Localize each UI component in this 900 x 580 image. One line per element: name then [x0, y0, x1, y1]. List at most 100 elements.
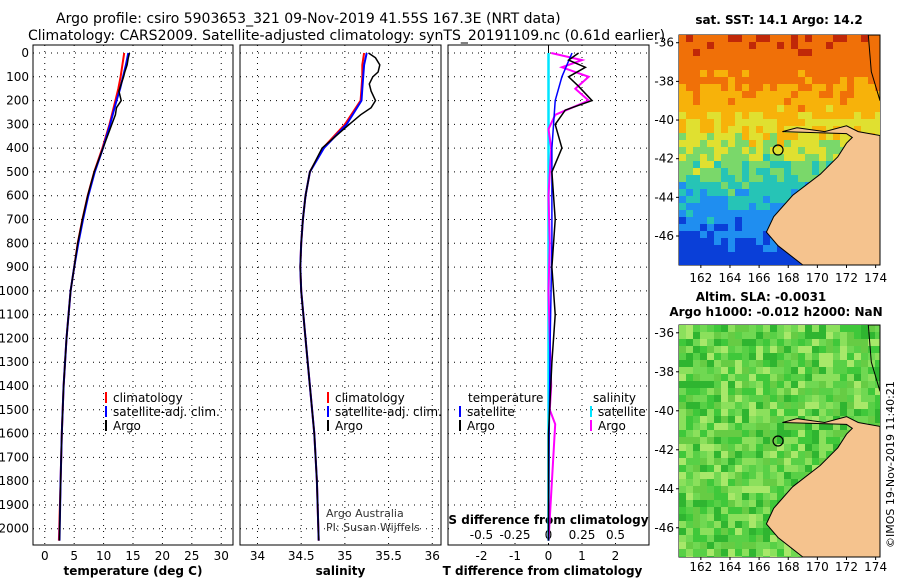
lon-tick-label: 168: [777, 271, 800, 285]
sla-map-cell: [686, 500, 693, 507]
sst-map-cell: [707, 49, 714, 56]
temperature-legend-label: satellite-adj. clim.: [113, 405, 220, 419]
sst-map-cell: [777, 49, 784, 56]
sst-map-cell: [749, 49, 756, 56]
sst-map-cell: [819, 154, 826, 161]
sla-map-cell: [784, 332, 791, 339]
sst-map-cell: [826, 49, 833, 56]
sst-map-cell: [721, 35, 728, 42]
sst-map-cell: [819, 140, 826, 147]
sla-map-cell: [826, 402, 833, 409]
sst-map-cell: [791, 133, 798, 140]
sst-map-cell: [707, 42, 714, 49]
sla-map-cell: [693, 430, 700, 437]
sla-map-cell: [763, 500, 770, 507]
sst-map-cell: [791, 70, 798, 77]
sla-map-cell: [756, 556, 763, 557]
sst-map-cell: [819, 84, 826, 91]
sla-map-cell: [742, 556, 749, 557]
sst-map-cell: [861, 112, 868, 119]
sla-map-cell: [812, 360, 819, 367]
sst-map-cell: [686, 133, 693, 140]
sst-map-cell: [707, 175, 714, 182]
sla-map-cell: [742, 367, 749, 374]
sst-map-cell: [791, 147, 798, 154]
sst-map-cell: [749, 168, 756, 175]
sla-map-cell: [854, 374, 861, 381]
sla-map-cell: [728, 360, 735, 367]
sst-map-cell: [735, 119, 742, 126]
sst-map-cell: [693, 133, 700, 140]
sla-map-cell: [756, 409, 763, 416]
salinity-tick-label: 35.5: [375, 549, 402, 563]
sst-map-cell: [756, 133, 763, 140]
sla-map-cell: [679, 472, 686, 479]
sst-map-cell: [728, 126, 735, 133]
sst-map-cell: [742, 70, 749, 77]
sla-map-cell: [812, 451, 819, 458]
sst-map-cell: [721, 245, 728, 252]
sst-map-cell: [826, 133, 833, 140]
sst-map-cell: [777, 168, 784, 175]
sla-map-cell: [728, 388, 735, 395]
sst-map-cell: [686, 245, 693, 252]
sla-map-cell: [833, 409, 840, 416]
sla-map-cell: [679, 451, 686, 458]
sst-map-cell: [868, 112, 875, 119]
sst-map-cell: [791, 91, 798, 98]
lat-tick-label: -40: [654, 113, 674, 127]
sla-map-cell: [763, 353, 770, 360]
sst-map-cell: [833, 84, 840, 91]
sla-map-cell: [735, 325, 742, 332]
sla-map-cell: [784, 430, 791, 437]
sla-map-cell: [721, 451, 728, 458]
sst-map-cell: [721, 189, 728, 196]
sla-map-cell: [819, 423, 826, 430]
sst-map-cell: [819, 77, 826, 84]
sla-map-cell: [714, 430, 721, 437]
sla-map-cell: [840, 374, 847, 381]
sst-map-cell: [784, 63, 791, 70]
temperature-panel: [32, 44, 234, 546]
north-island-outline: [867, 324, 881, 392]
sla-map-cell: [742, 549, 749, 556]
sla-map-cell: [819, 332, 826, 339]
sst-map-cell: [763, 245, 770, 252]
sst-map-cell: [749, 112, 756, 119]
sst-map-cell: [742, 133, 749, 140]
sst-map-cell: [777, 182, 784, 189]
sst-map-cell: [679, 91, 686, 98]
sst-map-cell: [721, 133, 728, 140]
sst-map-cell: [777, 189, 784, 196]
sst-map-cell: [777, 245, 784, 252]
sla-map-cell: [686, 409, 693, 416]
sla-map-cell: [756, 325, 763, 332]
sla-map-cell: [693, 535, 700, 542]
sla-map-cell: [686, 542, 693, 549]
sla-map-cell: [700, 367, 707, 374]
sla-map-cell: [875, 353, 880, 360]
sst-map-cell: [763, 77, 770, 84]
sla-map-cell: [805, 423, 812, 430]
sst-map-cell: [763, 133, 770, 140]
sla-map-cell: [728, 374, 735, 381]
sla-map-cell: [742, 381, 749, 388]
sla-map-cell: [728, 395, 735, 402]
sst-map-cell: [700, 147, 707, 154]
sst-map-cell: [763, 175, 770, 182]
sst-map-cell: [700, 196, 707, 203]
sst-map-cell: [763, 203, 770, 210]
sla-map-cell: [721, 381, 728, 388]
sst-map-cell: [742, 182, 749, 189]
sla-map-cell: [721, 374, 728, 381]
sst-map-cell: [791, 77, 798, 84]
sla-map-cell: [833, 388, 840, 395]
sla-map-cell: [812, 430, 819, 437]
sst-map-cell: [833, 105, 840, 112]
sst-map-cell: [742, 49, 749, 56]
sla-map-cell: [777, 353, 784, 360]
sst-map-cell: [833, 70, 840, 77]
sla-map-cell: [714, 339, 721, 346]
sst-map-cell: [749, 259, 756, 265]
sst-map-cell: [693, 140, 700, 147]
